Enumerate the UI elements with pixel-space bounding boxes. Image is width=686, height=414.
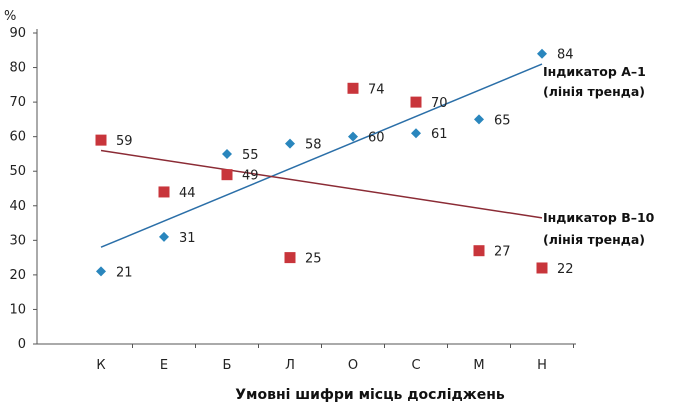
data-label: 74 (368, 82, 385, 97)
data-label: 25 (305, 252, 322, 267)
data-label: 31 (179, 231, 196, 246)
annotation-a1-line2: (лінія тренда) (543, 84, 645, 99)
y-tick-label: 60 (9, 130, 26, 145)
point-square (95, 134, 107, 146)
y-tick-label: 10 (9, 302, 26, 317)
data-label: 59 (116, 134, 133, 149)
x-tick-label: Л (285, 358, 295, 373)
annotations: Індикатор А–1 (лінія тренда) Індикатор В… (543, 64, 655, 247)
y-tick-label: 30 (9, 233, 26, 248)
y-tick-label: 20 (9, 268, 26, 283)
trend-lines (100, 63, 543, 248)
y-unit-label: % (4, 9, 16, 24)
point-square (221, 169, 233, 181)
point-square (410, 96, 422, 108)
y-tick-label: 50 (9, 164, 26, 179)
data-label: 49 (242, 169, 259, 184)
trend-line-series-2 (100, 149, 543, 219)
data-points (95, 48, 548, 277)
data-label: 27 (494, 245, 511, 260)
data-label: 61 (431, 127, 448, 142)
y-tick-label: 90 (9, 26, 26, 41)
data-label: 21 (116, 265, 133, 280)
x-axis-title: Умовні шифри місць досліджень (235, 387, 505, 403)
data-label: 44 (179, 186, 196, 201)
axes: 0 10 20 30 40 50 60 70 80 90 К Е Б Л О С М Н (9, 26, 576, 373)
annotation-a1-line1: Індикатор А–1 (543, 64, 646, 79)
point-diamond (348, 131, 358, 142)
y-tick-label: 80 (9, 61, 26, 76)
point-diamond (96, 266, 106, 277)
x-tick-label: Е (160, 358, 168, 373)
point-diamond (159, 231, 169, 242)
point-diamond (222, 148, 232, 159)
point-diamond (537, 48, 547, 59)
y-tick-label: 70 (9, 95, 26, 110)
x-tick-label: О (348, 358, 358, 373)
data-label: 60 (368, 131, 385, 146)
data-label: 58 (305, 138, 322, 153)
point-diamond (474, 114, 484, 125)
y-tick-label: 0 (18, 337, 26, 352)
data-label: 70 (431, 96, 448, 111)
x-tick-label: М (473, 358, 484, 373)
x-tick-label: Н (537, 358, 547, 373)
data-labels: 21 31 55 58 60 61 65 84 59 44 49 25 74 70 27 22 (116, 48, 574, 281)
trend-line-series-1 (100, 63, 543, 248)
point-square (347, 82, 359, 94)
point-square (284, 252, 296, 264)
point-diamond (411, 128, 421, 139)
x-tick-label: Б (223, 358, 232, 373)
point-square (473, 245, 485, 257)
annotation-b10-line1: Індикатор В–10 (543, 210, 655, 225)
x-tick-label: С (411, 358, 420, 373)
data-label: 55 (242, 148, 259, 163)
point-square (536, 262, 548, 274)
data-label: 22 (557, 262, 574, 277)
y-tick-label: 40 (9, 199, 26, 214)
point-square (158, 186, 170, 198)
annotation-b10-line2: (лінія тренда) (543, 232, 645, 247)
data-label: 65 (494, 113, 511, 128)
point-diamond (285, 138, 295, 149)
x-tick-label: К (96, 358, 105, 373)
data-label: 84 (557, 48, 574, 63)
